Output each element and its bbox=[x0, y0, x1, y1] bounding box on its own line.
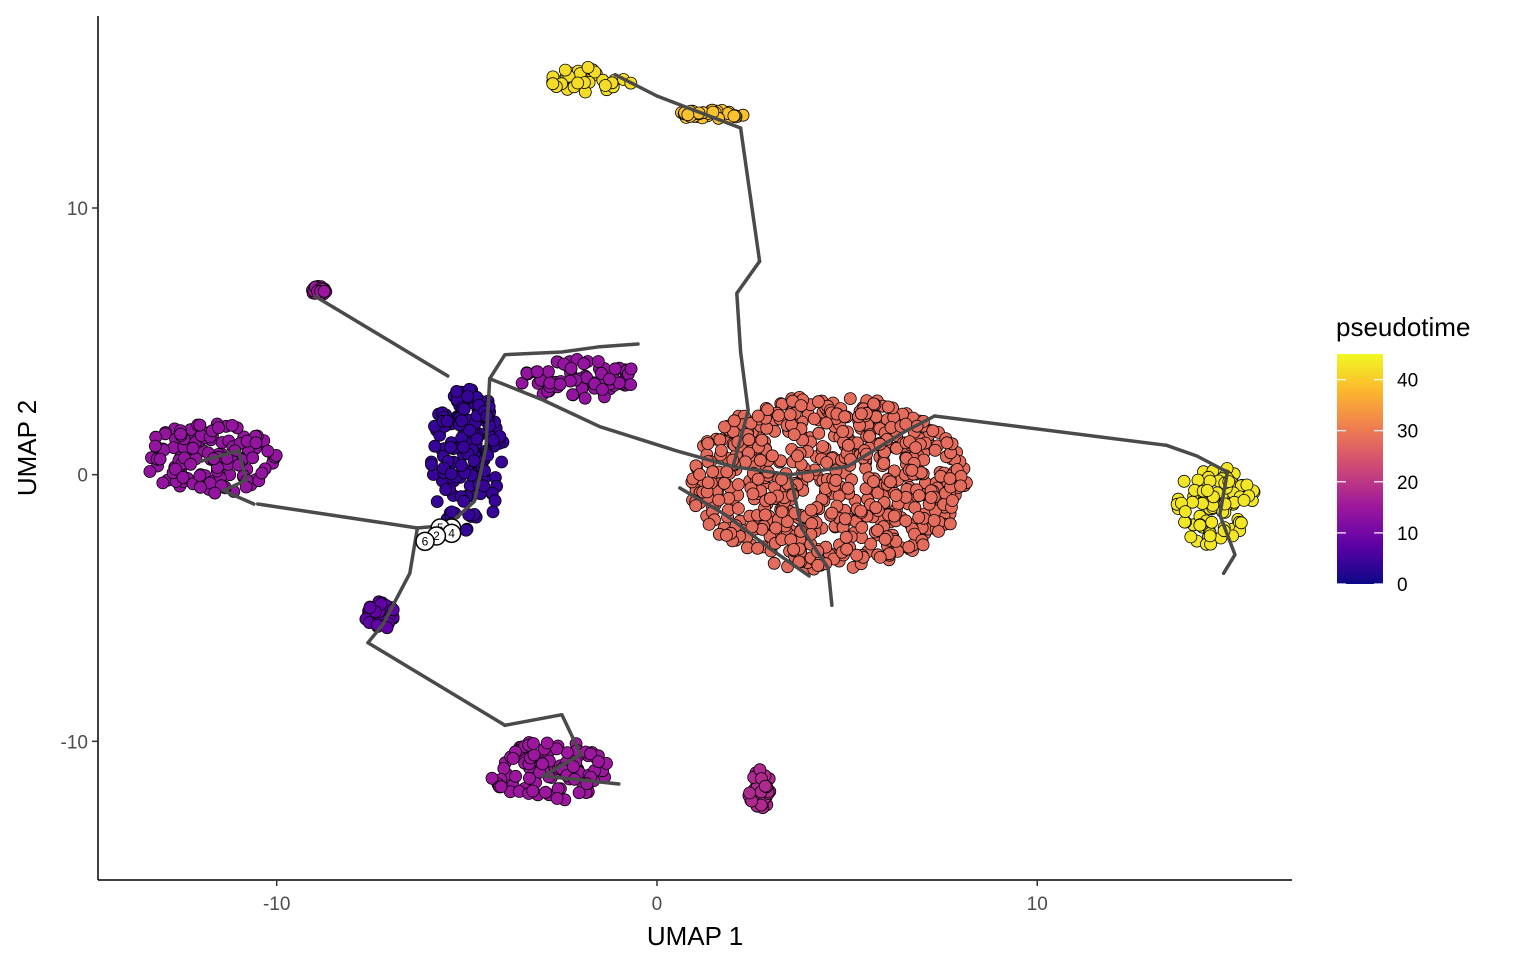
trajectory-edge bbox=[613, 72, 743, 130]
trajectory-nodes-layer: 15426 bbox=[415, 518, 462, 552]
colorbar-legend: pseudotime 0 10 20 30 40 bbox=[1336, 312, 1470, 596]
x-tick-label: -10 bbox=[263, 894, 290, 915]
trajectory-edge bbox=[312, 294, 450, 378]
x-tick-label: 0 bbox=[652, 894, 663, 915]
trajectory-edge bbox=[932, 414, 1169, 448]
trajectory-node-label: 4 bbox=[448, 526, 455, 540]
trajectory-edge bbox=[731, 259, 762, 469]
y-tick-label: 10 bbox=[67, 199, 88, 220]
trajectory-edge bbox=[255, 502, 420, 530]
colorbar-tick-label: 20 bbox=[1397, 473, 1418, 494]
y-tick-label: -10 bbox=[61, 732, 88, 753]
colorbar-gradient bbox=[1337, 354, 1383, 584]
axes: -10 0 10 -10 0 10 bbox=[61, 16, 1292, 915]
cluster-upper-left-blob bbox=[143, 417, 283, 500]
trajectory-edge bbox=[198, 448, 256, 506]
cluster-bridge bbox=[515, 352, 638, 405]
y-axis-title: UMAP 2 bbox=[12, 400, 42, 496]
colorbar-tick-label: 0 bbox=[1397, 575, 1408, 596]
x-axis-title: UMAP 1 bbox=[647, 921, 743, 951]
trajectory-node-label: 2 bbox=[433, 529, 440, 543]
trajectory-edge bbox=[678, 486, 811, 578]
cluster-large-right-region bbox=[685, 390, 973, 576]
trajectory-edges-layer bbox=[198, 72, 1237, 786]
trajectory-edge bbox=[788, 472, 834, 608]
y-tick-label: 0 bbox=[77, 466, 88, 487]
colorbar-tick-label: 10 bbox=[1397, 524, 1418, 545]
cluster-main-stem bbox=[424, 382, 510, 537]
colorbar-tick-label: 40 bbox=[1397, 371, 1418, 392]
cluster-top-blob bbox=[546, 61, 638, 99]
cluster-small-outlier bbox=[306, 279, 333, 301]
trajectory-edge bbox=[1164, 443, 1237, 576]
trajectory-edge bbox=[366, 526, 420, 645]
cluster-far-right-cluster bbox=[1170, 462, 1261, 551]
colorbar-title: pseudotime bbox=[1336, 312, 1470, 342]
x-tick-label: 10 bbox=[1027, 894, 1048, 915]
trajectory-node: 6 bbox=[415, 531, 435, 552]
colorbar-tick-label: 30 bbox=[1397, 422, 1418, 443]
trajectory-edge bbox=[503, 712, 621, 786]
trajectory-node-label: 6 bbox=[422, 534, 429, 548]
cluster-tiny-bottom-pair bbox=[742, 763, 777, 815]
trajectory-edge bbox=[366, 640, 507, 728]
trajectory-edge bbox=[738, 126, 762, 264]
